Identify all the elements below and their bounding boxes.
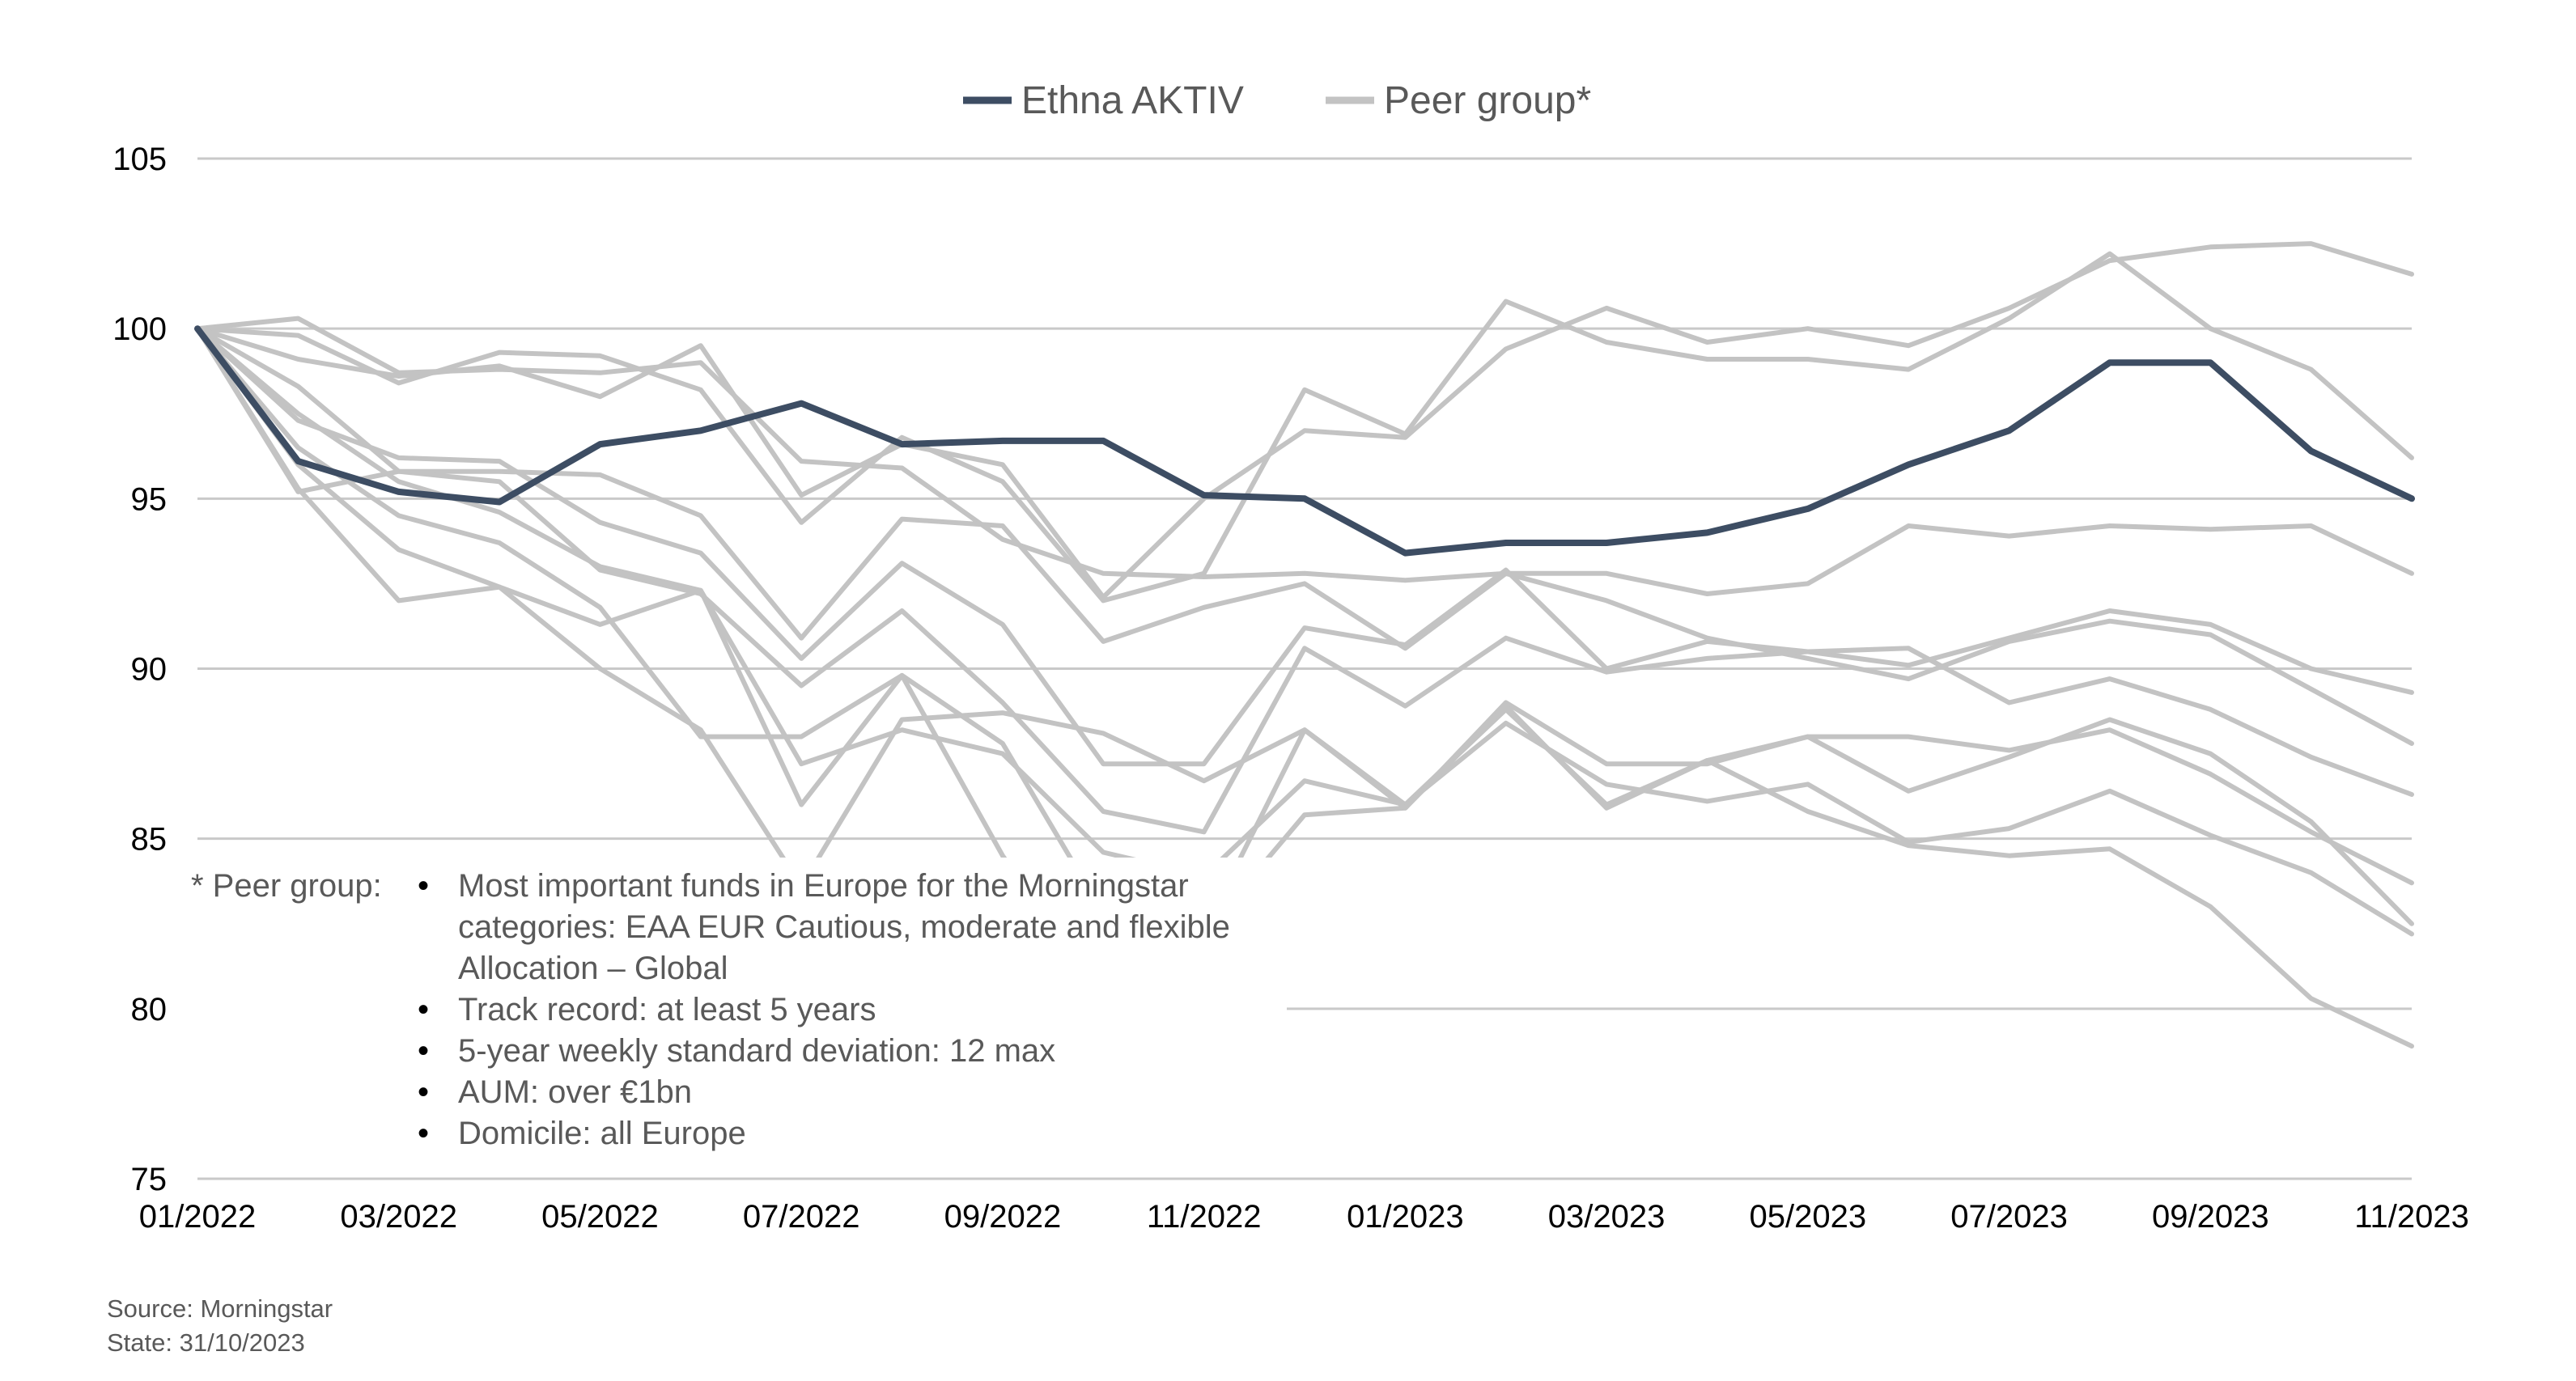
- footnote-item: 5-year weekly standard deviation: 12 max: [418, 1031, 1308, 1072]
- footnote-item: Domicile: all Europe: [418, 1113, 1308, 1154]
- ethna-aktiv-series: [194, 325, 2415, 557]
- y-axis-ticks: 105 100 95 90 85 80 75: [112, 142, 167, 1197]
- y-tick-label: 90: [131, 652, 168, 688]
- x-tick-label: 03/2023: [1548, 1199, 1666, 1235]
- y-tick-label: 95: [131, 481, 168, 517]
- footnote-item: Most important funds in Europe for the M…: [418, 866, 1308, 989]
- x-tick-label: 05/2023: [1750, 1199, 1867, 1235]
- x-tick-label: 09/2022: [944, 1199, 1062, 1235]
- series-line-peer-5: [195, 326, 2414, 746]
- y-tick-label: 80: [131, 992, 168, 1027]
- x-tick-label: 01/2023: [1347, 1199, 1464, 1235]
- series-line-peer-3: [195, 316, 2414, 596]
- x-tick-label: 09/2023: [2152, 1199, 2269, 1235]
- y-tick-label: 100: [112, 311, 167, 347]
- legend-label-peer: Peer group*: [1384, 79, 1591, 122]
- series-line-peer-10: [195, 326, 2414, 1002]
- series-line-peer-4: [195, 326, 2414, 767]
- peer-group-series: [195, 241, 2414, 1049]
- series-line-peer-8: [195, 326, 2414, 1049]
- y-tick-label: 75: [131, 1162, 168, 1197]
- series-line-peer-1: [195, 251, 2414, 604]
- footnote-item: AUM: over €1bn: [418, 1072, 1308, 1113]
- y-tick-label: 105: [112, 142, 167, 177]
- x-tick-label: 11/2023: [2354, 1199, 2469, 1235]
- x-tick-label: 07/2022: [743, 1199, 860, 1235]
- x-tick-label: 01/2022: [139, 1199, 257, 1235]
- legend-label-ethna: Ethna AKTIV: [1021, 79, 1244, 122]
- series-line-peer-6: [195, 326, 2414, 835]
- source-text: Source: Morningstar: [107, 1294, 333, 1323]
- x-tick-label: 05/2022: [541, 1199, 659, 1235]
- footnote-list: Most important funds in Europe for the M…: [418, 866, 1308, 1154]
- legend: Ethna AKTIV Peer group*: [963, 79, 1591, 122]
- series-line-ethna-aktiv: [194, 325, 2415, 557]
- footnote-label: * Peer group:: [191, 868, 382, 904]
- x-tick-label: 03/2022: [340, 1199, 457, 1235]
- footnote-item: Track record: at least 5 years: [418, 989, 1308, 1031]
- x-tick-label: 11/2022: [1147, 1199, 1262, 1235]
- state-text: State: 31/10/2023: [107, 1328, 305, 1357]
- x-axis-ticks: 01/2022 03/2022 05/2022 07/2022 09/2022 11/20…: [139, 1199, 2469, 1235]
- y-tick-label: 85: [131, 822, 168, 858]
- series-line-peer-2: [195, 241, 2414, 600]
- x-tick-label: 07/2023: [1950, 1199, 2068, 1235]
